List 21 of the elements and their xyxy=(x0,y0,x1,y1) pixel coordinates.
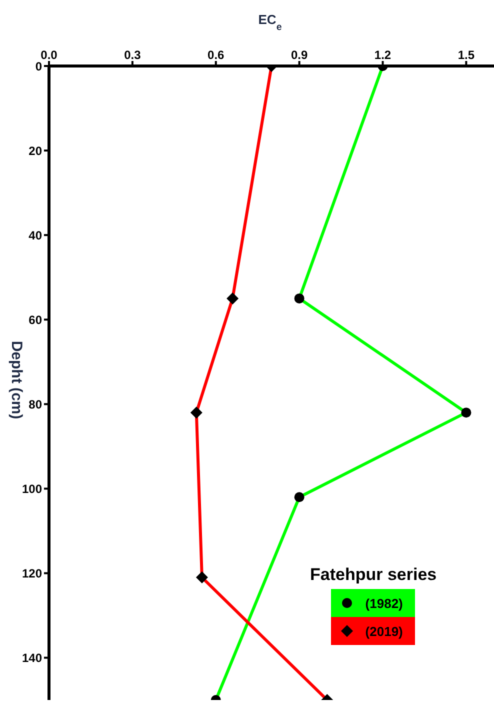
x-tick-label: 0.9 xyxy=(290,48,308,62)
y-tick-label: 20 xyxy=(28,144,42,158)
x-tick-label: 1.5 xyxy=(458,48,475,62)
x-tick-label: 0.3 xyxy=(124,48,142,62)
y-tick-label: 120 xyxy=(22,566,42,580)
y-axis-title: Depht (cm) xyxy=(8,340,25,420)
x-tick-label: 0.6 xyxy=(208,48,225,62)
legend-label: (1982) xyxy=(365,596,403,610)
x-axis-title: EC$_{e}$ xyxy=(258,12,282,32)
y-tick-label: 0 xyxy=(35,59,42,74)
x-tick-label: 1.2 xyxy=(374,48,392,62)
x-tick-label: 0.0 xyxy=(40,48,58,62)
legend-label: (2019) xyxy=(365,624,403,638)
y-tick-label: 80 xyxy=(28,397,42,412)
y-tick-label: 140 xyxy=(22,650,42,665)
legend-title: Fatehpur series xyxy=(310,565,437,584)
legend-entry: (2019) xyxy=(331,617,416,645)
y-tick-label: 100 xyxy=(22,482,42,496)
y-tick-label: 40 xyxy=(28,228,42,242)
legend-entry: (1982) xyxy=(331,589,416,617)
y-tick-label: 60 xyxy=(28,312,42,327)
